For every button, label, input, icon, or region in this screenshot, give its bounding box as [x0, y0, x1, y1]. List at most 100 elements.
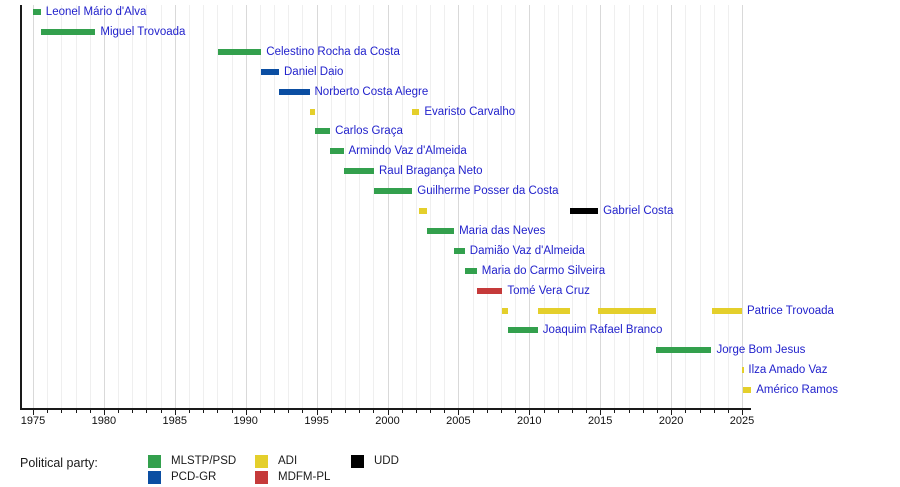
gridline-1981	[118, 5, 120, 408]
tick-label-2025: 2025	[729, 415, 755, 427]
tick-label-1980: 1980	[91, 415, 117, 427]
pm-label-12: Damião Vaz d'Almeida	[469, 244, 585, 257]
gridline-2000	[387, 5, 389, 408]
term-bar-3-0	[261, 68, 279, 75]
minor-tick-2013	[571, 410, 573, 413]
term-bar-9-0	[374, 188, 413, 195]
gridline-1984	[160, 5, 162, 408]
minor-tick-1989	[231, 410, 233, 413]
pm-label-2: Celestino Rocha da Costa	[266, 45, 400, 58]
pm-label-3: Daniel Daio	[284, 65, 344, 78]
gridline-1999	[373, 5, 375, 408]
gridline-1987	[203, 5, 205, 408]
term-bar-10-1	[570, 208, 599, 214]
tick-label-1990: 1990	[233, 415, 258, 427]
minor-tick-2001	[401, 410, 403, 413]
minor-tick-2021	[685, 410, 687, 413]
gridline-2018	[642, 5, 644, 408]
pm-label-9: Guilherme Posser da Costa	[417, 185, 559, 198]
gridline-1975	[33, 5, 34, 408]
gridline-1989	[231, 5, 233, 408]
term-bar-2-0	[218, 48, 262, 55]
term-bar-11-0	[427, 227, 455, 234]
tick-label-1985: 1985	[162, 415, 188, 427]
pm-label-14: Tomé Vera Cruz	[507, 284, 590, 297]
tick-label-2010: 2010	[517, 415, 542, 427]
gridline-1994	[302, 5, 304, 408]
pm-label-11: Maria das Neves	[459, 224, 546, 237]
term-bar-1-0	[40, 28, 96, 35]
gridline-2005	[458, 5, 460, 408]
gridline-1997	[345, 5, 346, 408]
minor-tick-2016	[614, 410, 616, 413]
legend-swatch-mlstp-psd	[148, 455, 161, 468]
gridline-1982	[132, 5, 134, 408]
tick-label-2005: 2005	[446, 415, 471, 427]
major-tick-2005	[458, 410, 460, 415]
minor-tick-1987	[203, 410, 205, 413]
term-bar-18-0	[741, 367, 744, 374]
term-bar-6-0	[314, 128, 331, 135]
legend-swatch-mdfm-pl	[255, 471, 268, 484]
minor-tick-1992	[274, 410, 276, 413]
minor-tick-2024	[727, 410, 729, 413]
minor-tick-1998	[359, 410, 361, 413]
gridline-2014	[586, 5, 587, 408]
minor-tick-2008	[500, 410, 502, 413]
minor-tick-2012	[557, 410, 559, 413]
gridline-2011	[543, 5, 545, 408]
y-axis-line	[20, 5, 22, 409]
gridline-2025	[742, 5, 743, 408]
minor-tick-2022	[699, 410, 701, 413]
gridline-2002	[415, 5, 417, 408]
major-tick-2025	[742, 410, 743, 415]
minor-tick-1991	[259, 410, 261, 413]
gridline-1980	[103, 5, 105, 408]
term-bar-15-0	[502, 307, 509, 314]
gridline-2009	[515, 5, 517, 408]
minor-tick-1988	[217, 410, 219, 413]
major-tick-2015	[600, 410, 602, 415]
major-tick-2010	[529, 410, 531, 415]
minor-tick-1978	[75, 410, 77, 413]
gridline-1978	[75, 5, 77, 408]
minor-tick-1979	[89, 410, 91, 413]
gridline-2010	[529, 5, 531, 408]
gridline-2006	[472, 5, 474, 408]
legend-swatch-udd	[351, 455, 364, 468]
legend-label-pcd-gr: PCD-GR	[171, 471, 217, 483]
term-bar-12-0	[454, 247, 465, 254]
term-bar-19-0	[742, 387, 752, 394]
minor-tick-1976	[47, 410, 49, 413]
gridline-1995	[316, 5, 318, 408]
minor-tick-2014	[586, 410, 587, 413]
gridline-1993	[288, 5, 290, 408]
minor-tick-1997	[345, 410, 346, 413]
term-bar-7-0	[330, 148, 344, 155]
term-bar-13-0	[464, 267, 477, 274]
term-bar-15-2	[598, 307, 657, 314]
gridline-2013	[571, 5, 573, 408]
minor-tick-1999	[373, 410, 375, 413]
minor-tick-1984	[160, 410, 162, 413]
legend-label-mdfm-pl: MDFM-PL	[278, 471, 331, 483]
minor-tick-2011	[543, 410, 545, 413]
gridline-2022	[699, 5, 701, 408]
tick-label-2015: 2015	[587, 415, 613, 427]
x-axis-line	[20, 408, 751, 410]
pm-label-5: Evaristo Carvalho	[424, 105, 516, 118]
minor-tick-2018	[642, 410, 644, 413]
minor-tick-1981	[118, 410, 120, 413]
minor-tick-1977	[61, 410, 63, 413]
major-tick-1975	[33, 410, 34, 415]
gridline-1998	[359, 5, 361, 408]
tick-label-2020: 2020	[658, 415, 684, 427]
term-bar-5-1	[412, 108, 420, 115]
legend-label-udd: UDD	[374, 455, 399, 467]
gridline-2015	[600, 5, 602, 408]
gridline-1991	[259, 5, 261, 408]
minor-tick-2009	[515, 410, 517, 413]
gridline-1977	[61, 5, 63, 408]
pm-label-15: Patrice Trovoada	[747, 304, 834, 317]
